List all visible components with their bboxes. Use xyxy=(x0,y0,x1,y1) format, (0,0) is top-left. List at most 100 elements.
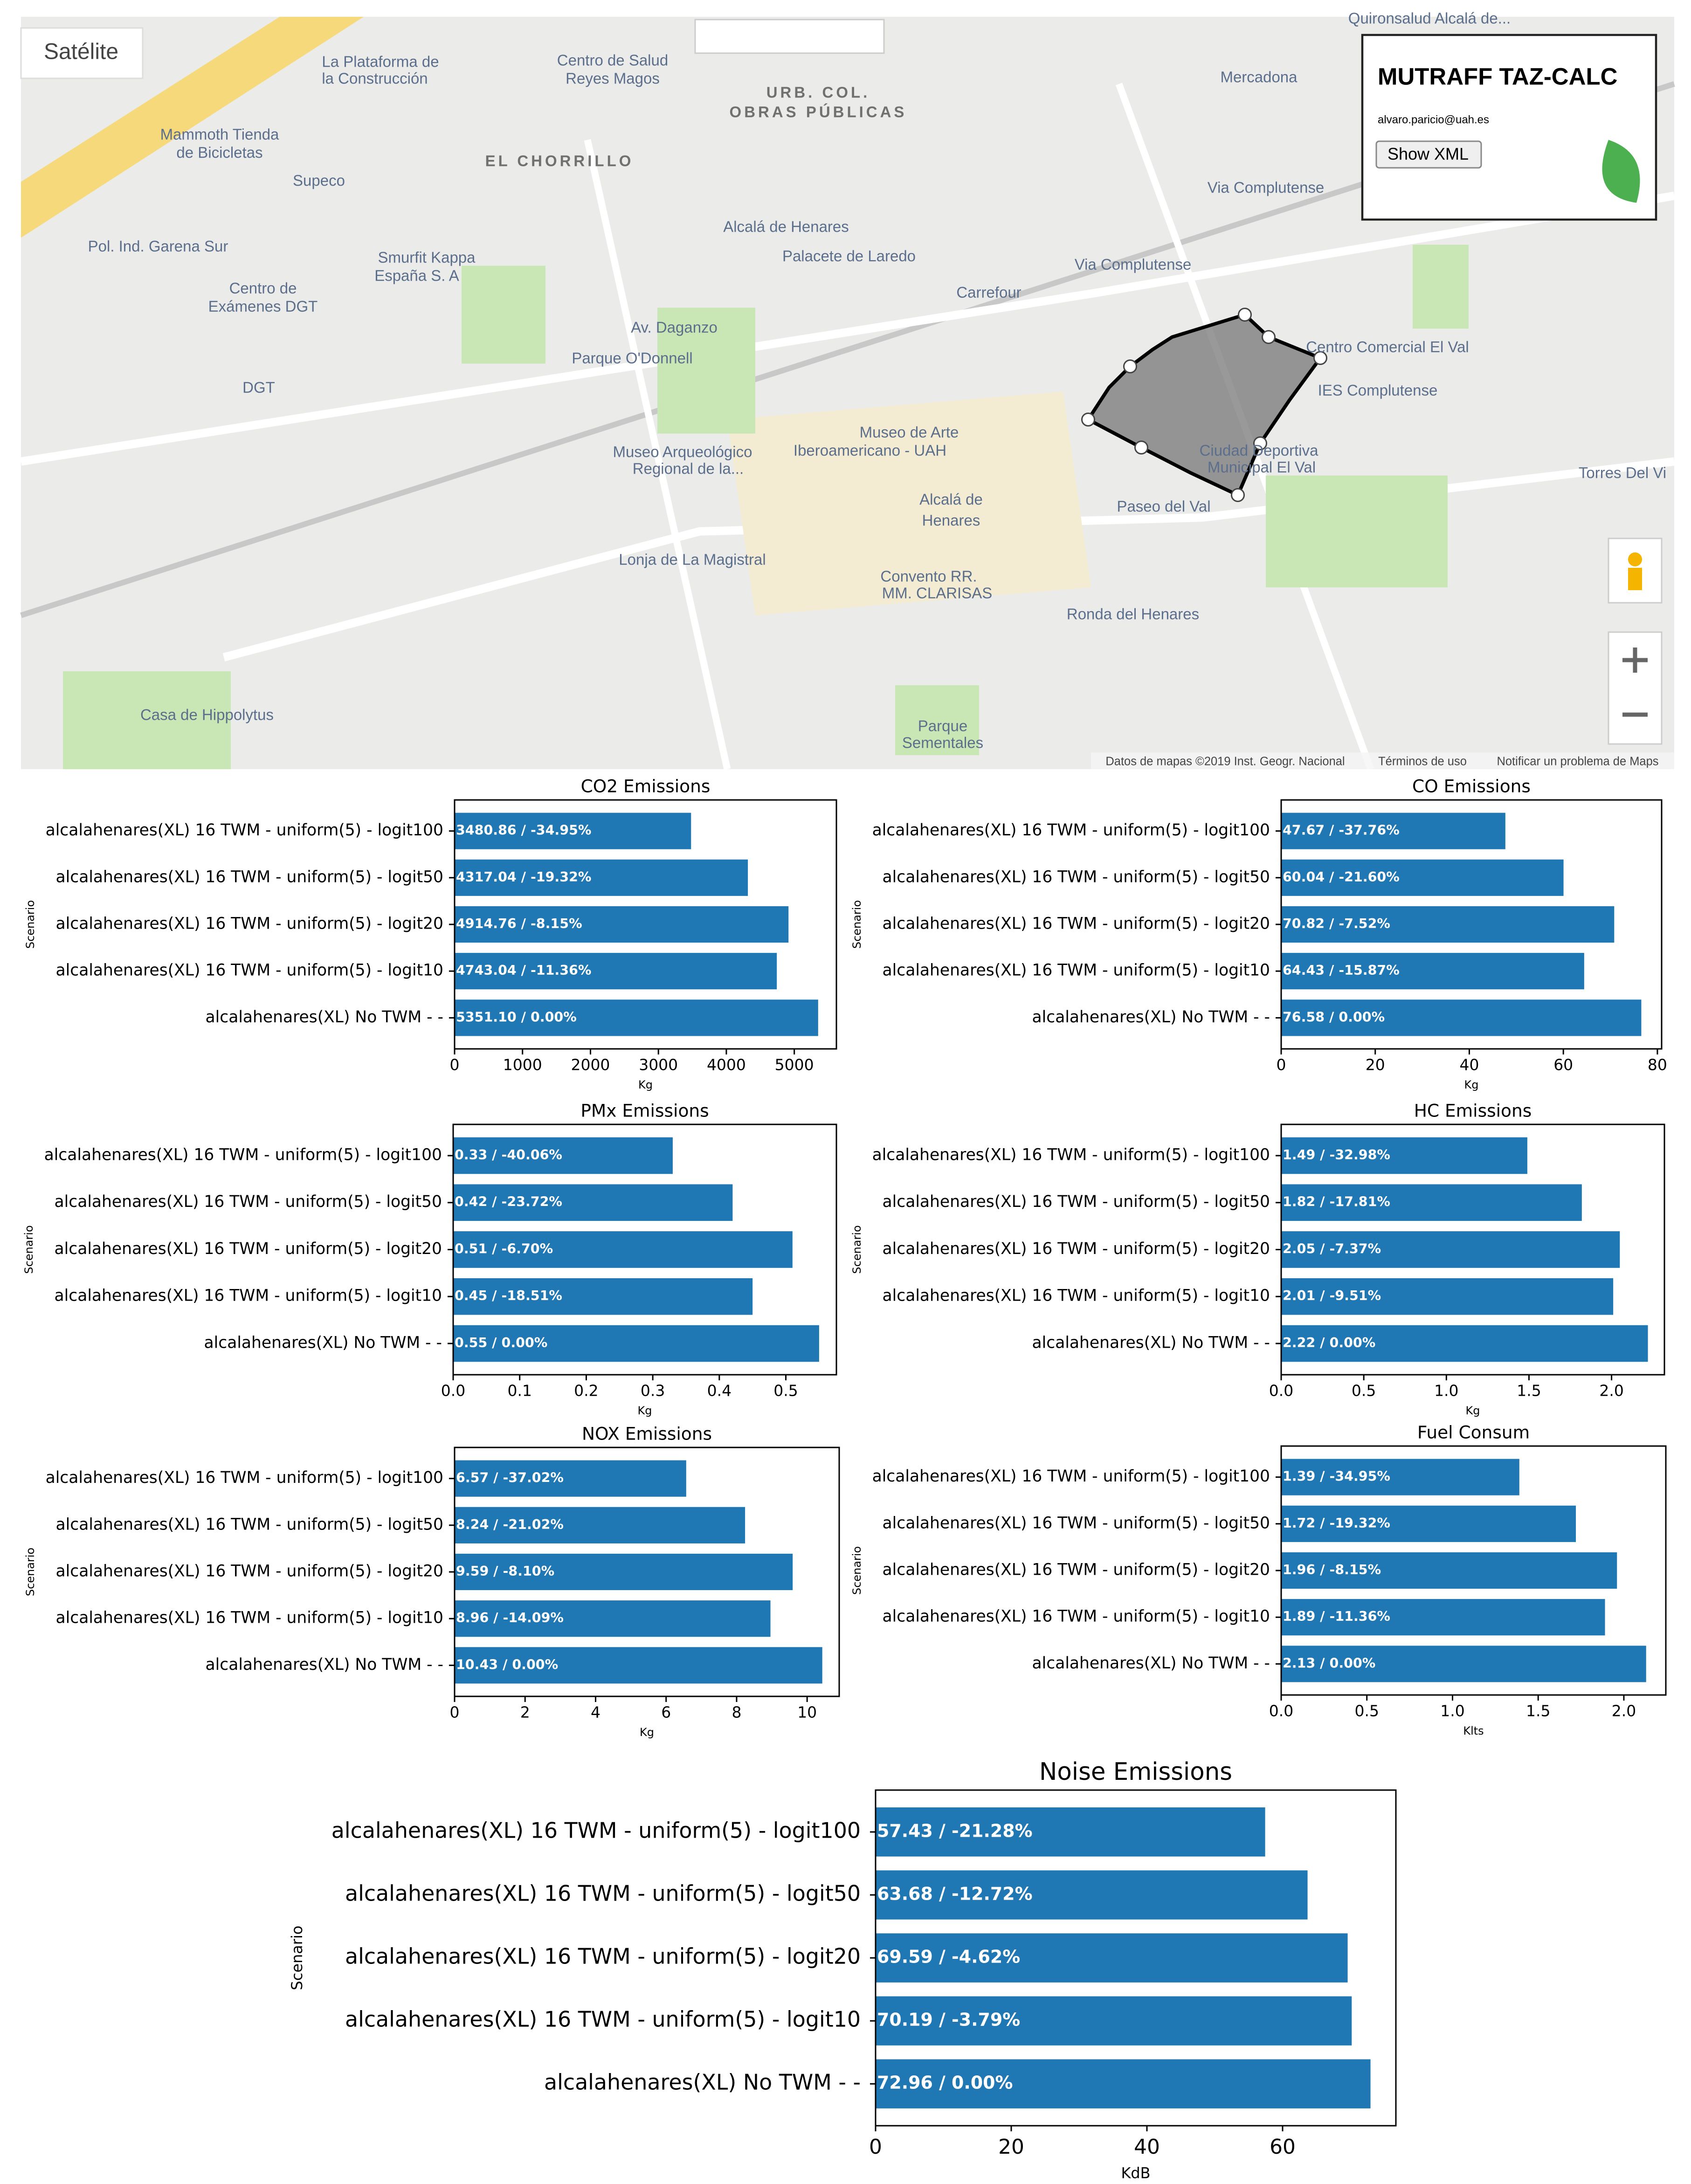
value-label: 72.96 / 0.00% xyxy=(877,2073,1013,2093)
value-label: 47.67 / -37.76% xyxy=(1283,823,1400,838)
pegman xyxy=(1628,567,1642,590)
bar xyxy=(455,953,777,990)
y-axis-label: Scenario xyxy=(850,900,863,949)
x-tick-label: 0.0 xyxy=(1269,1381,1293,1399)
zoom-in[interactable] xyxy=(1622,647,1648,673)
bar xyxy=(453,1278,753,1315)
panel-title: MUTRAFF TAZ-CALC xyxy=(1378,63,1617,90)
x-tick-label: 60 xyxy=(1553,1055,1573,1074)
logo xyxy=(1602,139,1640,203)
category-label: alcalahenares(XL) No TWM - - xyxy=(544,2070,861,2095)
vertex[interactable] xyxy=(1253,436,1267,450)
vertex[interactable] xyxy=(1134,440,1148,455)
map-label: de Bicicletas xyxy=(176,144,262,161)
map-type-button[interactable] xyxy=(20,27,144,79)
bar xyxy=(455,1647,822,1684)
x-tick-label: 0 xyxy=(450,1055,460,1074)
highway xyxy=(21,16,364,238)
map-label: Regional de la... xyxy=(633,460,744,477)
category-label: alcalahenares(XL) 16 TWM - uniform(5) - … xyxy=(883,1192,1270,1211)
category-label: alcalahenares(XL) 16 TWM - uniform(5) - … xyxy=(345,1881,861,1906)
x-tick-label: 40 xyxy=(1134,2135,1160,2159)
drawing-toolbar[interactable] xyxy=(694,19,885,54)
bar xyxy=(455,1507,745,1543)
bar xyxy=(453,1325,819,1362)
bar xyxy=(875,1870,1308,1920)
category-label: alcalahenares(XL) No TWM - - xyxy=(1032,1008,1270,1027)
map-label: Centro de Salud xyxy=(557,52,668,69)
park xyxy=(895,685,979,755)
vertex[interactable] xyxy=(1123,359,1137,373)
x-tick-label: 0 xyxy=(450,1703,460,1721)
value-label: 69.59 / -4.62% xyxy=(877,1946,1020,1967)
map-footer-text: Notificar un problema de Maps xyxy=(1497,755,1658,768)
vertex[interactable] xyxy=(1313,351,1327,365)
bar xyxy=(1281,953,1584,990)
map-label: Museo Arqueológico xyxy=(613,443,752,461)
x-tick-label: 0.5 xyxy=(773,1381,798,1399)
x-tick-label: 2000 xyxy=(571,1055,610,1074)
x-tick-label: 2 xyxy=(520,1703,530,1721)
category-label: alcalahenares(XL) 16 TWM - uniform(5) - … xyxy=(44,1145,442,1164)
value-label: 10.43 / 0.00% xyxy=(456,1657,558,1672)
bar xyxy=(455,859,748,896)
vertex[interactable] xyxy=(1261,330,1276,344)
chart-title: CO Emissions xyxy=(1412,776,1531,796)
value-label: 4743.04 / -11.36% xyxy=(456,963,591,978)
value-label: 0.45 / -18.51% xyxy=(455,1288,562,1303)
category-label: alcalahenares(XL) 16 TWM - uniform(5) - … xyxy=(345,2007,861,2032)
map-footer xyxy=(1091,752,1674,769)
park xyxy=(657,307,756,434)
value-label: 60.04 / -21.60% xyxy=(1283,869,1400,885)
bar xyxy=(1281,1184,1582,1221)
map-label: Parque xyxy=(918,717,967,735)
value-label: 0.33 / -40.06% xyxy=(455,1147,562,1163)
show-xml-button[interactable] xyxy=(1375,140,1482,169)
bar xyxy=(455,813,691,849)
y-axis-label: Scenario xyxy=(288,1926,306,1991)
map-label: URB. COL. xyxy=(766,84,870,101)
axes-frame xyxy=(454,799,837,1050)
map-label: DGT xyxy=(242,379,275,396)
category-label: alcalahenares(XL) 16 TWM - uniform(5) - … xyxy=(872,1145,1270,1164)
vertex[interactable] xyxy=(1081,412,1095,427)
category-label: alcalahenares(XL) 16 TWM - uniform(5) - … xyxy=(331,1818,861,1843)
value-label: 2.05 / -7.37% xyxy=(1283,1241,1381,1256)
map-label: Carrefour xyxy=(956,284,1021,301)
x-axis-label: Klts xyxy=(1463,1724,1484,1737)
vertex[interactable] xyxy=(1237,307,1252,322)
x-tick-label: 0.4 xyxy=(707,1381,732,1399)
category-label: alcalahenares(XL) No TWM - - xyxy=(1032,1333,1270,1352)
map-label: Ronda del Henares xyxy=(1067,606,1199,623)
value-label: 1.89 / -11.36% xyxy=(1283,1609,1390,1624)
x-tick-label: 0 xyxy=(1276,1055,1286,1074)
vertex[interactable] xyxy=(1230,488,1245,502)
value-label: 3480.86 / -34.95% xyxy=(456,823,591,838)
x-tick-label: 1.0 xyxy=(1440,1702,1464,1720)
bar xyxy=(1281,1325,1648,1362)
map-type-label: Satélite xyxy=(44,40,118,64)
map-label: Henares xyxy=(922,512,980,529)
x-tick-label: 0.2 xyxy=(574,1381,598,1399)
x-tick-label: 0 xyxy=(869,2135,882,2159)
category-label: alcalahenares(XL) 16 TWM - uniform(5) - … xyxy=(345,1943,861,1969)
bar xyxy=(1281,999,1642,1036)
map-label: Casa de Hippolytus xyxy=(140,706,274,723)
x-tick-label: 1000 xyxy=(503,1055,542,1074)
value-label: 0.51 / -6.70% xyxy=(455,1241,553,1256)
map-label: Via Complutense xyxy=(1208,179,1325,196)
category-label: alcalahenares(XL) No TWM - - xyxy=(206,1008,443,1027)
value-label: 2.13 / 0.00% xyxy=(1283,1655,1375,1671)
x-tick-label: 1.0 xyxy=(1434,1381,1458,1399)
category-label: alcalahenares(XL) 16 TWM - uniform(5) - … xyxy=(883,1287,1270,1305)
road xyxy=(584,139,731,770)
x-axis-label: KdB xyxy=(1121,2164,1150,2182)
category-label: alcalahenares(XL) No TWM - - xyxy=(1032,1654,1270,1673)
value-label: 1.49 / -32.98% xyxy=(1283,1147,1390,1163)
chart-title: Fuel Consum xyxy=(1417,1422,1530,1442)
axes-frame xyxy=(875,1789,1397,2127)
bar xyxy=(875,1933,1348,1983)
value-label: 0.42 / -23.72% xyxy=(455,1194,562,1210)
x-tick-label: 8 xyxy=(732,1703,741,1721)
park xyxy=(63,671,231,769)
